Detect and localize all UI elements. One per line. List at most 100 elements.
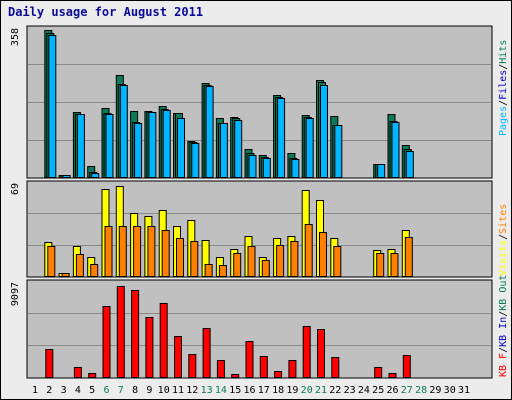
bar-kb-f-day-7 [116,286,125,378]
x-tick-label-day-30: 30 [444,385,456,396]
legend-item-kb-out: KB Out [498,275,509,311]
legend-separator: / [498,347,509,353]
plot-area-3 [26,279,493,379]
bar-sites-day-20 [304,224,313,277]
x-tick-label-day-3: 3 [61,385,67,396]
bar-sites-day-13 [204,264,213,277]
bar-pages-day-21 [320,85,328,178]
bar-kb-f-day-25 [374,367,383,378]
bar-kb-f-day-2 [45,349,54,378]
bar-sites-day-18 [276,245,285,277]
x-tick-label-day-9: 9 [146,385,152,396]
bar-kb-f-day-16 [245,341,254,378]
legend-kbytes: KB F/KB In/KB Out [498,275,509,377]
x-tick-label-day-10: 10 [158,385,170,396]
bar-pages-day-17 [262,158,271,178]
bar-pages-day-19 [291,159,300,178]
bar-pages-day-20 [305,118,314,178]
bar-pages-day-12 [191,143,200,178]
x-tick-label-day-17: 17 [258,385,270,396]
x-tick-label-day-28: 28 [415,385,427,396]
bar-kb-f-day-22 [331,357,340,378]
bar-pages-day-27 [405,151,414,178]
bar-sites-day-6 [104,226,113,277]
legend-hits: Pages/Files/Hits [498,40,509,136]
x-tick-label-day-31: 31 [458,385,470,396]
bar-sites-day-15 [233,253,242,277]
x-tick-label-day-19: 19 [286,385,298,396]
bar-kb-f-day-17 [259,356,268,378]
x-tick-label-day-16: 16 [243,385,255,396]
x-tick-label-day-20: 20 [301,385,313,396]
x-tick-label-day-23: 23 [344,385,356,396]
bar-sites-day-19 [290,241,299,277]
bar-kb-f-day-4 [73,367,82,378]
legend-item-kb-f: KB F [498,353,509,377]
legend-separator: / [498,100,509,106]
bar-sites-day-17 [261,260,270,277]
bar-pages-day-14 [219,123,228,178]
legend-separator: / [498,64,509,70]
bar-sites-day-2 [47,246,56,277]
bar-pages-day-13 [205,86,214,178]
bar-sites-day-26 [390,253,399,277]
bar-pages-day-26 [391,122,400,178]
bar-pages-day-5 [91,173,100,178]
legend-item-pages: Pages [498,106,509,136]
bar-sites-day-11 [176,238,184,277]
scale-label-kbytes: 9097 [10,282,21,306]
bar-pages-day-7 [119,85,128,178]
scale-label-visits: 69 [10,183,21,195]
x-tick-label-day-25: 25 [372,385,384,396]
bar-kb-f-day-8 [131,290,140,378]
bar-sites-day-3 [61,273,70,277]
bar-kb-f-day-20 [302,326,311,378]
chart-title: Daily usage for August 2011 [8,5,204,19]
bar-sites-day-5 [90,264,99,277]
bar-pages-day-25 [377,164,386,178]
x-tick-label-day-18: 18 [272,385,284,396]
bar-kb-f-day-18 [274,371,283,378]
bar-kb-f-day-6 [102,306,111,378]
bar-pages-day-18 [277,98,286,178]
bar-pages-day-3 [62,175,71,178]
bar-kb-f-day-13 [202,328,211,378]
bar-kb-f-day-19 [288,360,297,378]
x-tick-label-day-21: 21 [315,385,327,396]
bar-pages-day-15 [234,120,243,178]
bar-kb-f-day-11 [174,336,182,378]
x-tick-label-day-11: 11 [172,385,184,396]
x-tick-label-day-13: 13 [201,385,213,396]
x-tick-label-day-6: 6 [103,385,109,396]
x-tick-label-day-2: 2 [46,385,52,396]
bar-sites-day-14 [218,265,227,277]
x-tick-label-day-8: 8 [132,385,138,396]
bar-pages-day-11 [177,118,185,178]
bar-sites-day-4 [75,254,84,277]
scale-label-hits: 358 [10,28,21,46]
legend-separator: / [498,234,509,240]
bar-kb-f-day-27 [402,355,411,378]
x-tick-label-day-24: 24 [358,385,370,396]
bar-pages-day-2 [48,35,57,178]
bar-sites-day-22 [333,246,342,277]
bar-sites-day-7 [118,226,127,277]
bar-sites-day-12 [190,241,199,277]
bar-pages-day-4 [76,114,85,178]
legend-item-hits: Hits [498,40,509,64]
bar-sites-day-9 [147,226,156,277]
bar-sites-day-10 [161,230,170,277]
bar-sites-day-25 [376,253,385,277]
legend-item-kb-in: KB In [498,317,509,347]
bar-kb-f-day-10 [159,303,168,378]
x-tick-label-day-12: 12 [186,385,198,396]
bar-pages-day-8 [134,123,143,178]
x-tick-label-day-1: 1 [32,385,38,396]
bar-sites-day-16 [247,246,256,277]
x-tick-label-day-15: 15 [229,385,241,396]
x-tick-label-day-14: 14 [215,385,227,396]
bar-kb-f-day-12 [188,354,197,378]
legend-separator: / [498,311,509,317]
bar-pages-day-22 [334,125,343,178]
